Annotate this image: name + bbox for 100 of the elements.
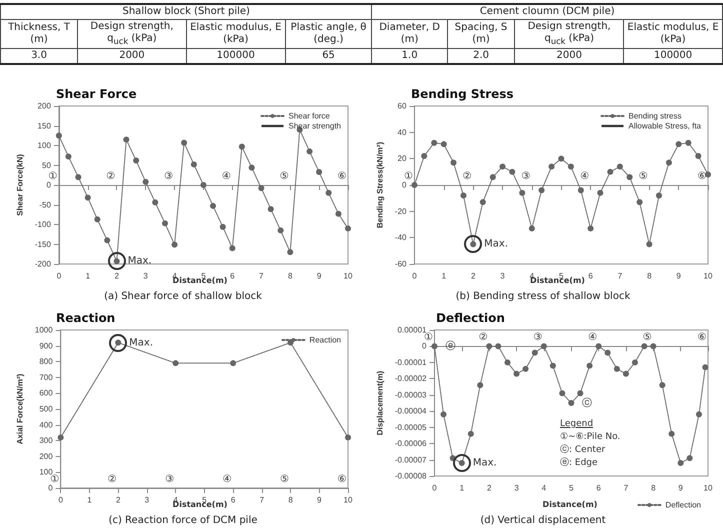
y-tick-label: -0.00001 — [394, 358, 428, 367]
point — [468, 430, 474, 437]
point — [695, 153, 702, 160]
legend-label: Reaction — [309, 336, 342, 344]
point — [678, 460, 684, 466]
point — [650, 343, 656, 350]
y-tick-label: 50 — [42, 160, 52, 170]
point — [540, 343, 547, 350]
point — [190, 161, 197, 168]
x-axis-title: Distance(m) — [542, 500, 598, 509]
y-tick-label: -0.00006 — [394, 439, 428, 448]
text: 1.0 — [372, 48, 448, 64]
point — [411, 182, 418, 188]
point — [75, 174, 82, 180]
text: (d) Vertical displacement — [479, 515, 607, 526]
point — [278, 227, 284, 234]
y-axis-title: Displacement(m) — [376, 370, 384, 436]
annotation: ③ — [164, 171, 174, 182]
annotation: ⑥ — [698, 332, 706, 344]
legend-label: Shear force — [288, 112, 330, 120]
x-tick-label: 9 — [316, 272, 322, 280]
annotation: ⑤ — [280, 171, 289, 182]
text: ① — [48, 171, 58, 182]
point — [586, 362, 593, 369]
point — [568, 164, 574, 170]
x-tick-label: 6 — [596, 484, 602, 492]
point — [514, 370, 520, 377]
point — [450, 160, 457, 166]
point — [532, 350, 538, 356]
x-tick-label: 1 — [87, 496, 92, 504]
point — [490, 174, 496, 180]
point — [345, 225, 351, 232]
chart-subtitle: Reaction — [56, 311, 116, 325]
point — [210, 202, 216, 209]
y-tick-label: 600 — [39, 388, 54, 398]
point — [84, 194, 91, 201]
annotation: ⑥ — [338, 171, 346, 182]
point — [230, 360, 236, 366]
x-tick-label: 1 — [86, 272, 91, 280]
annotation: ② — [108, 474, 117, 485]
y-tick-label: -0.00007 — [394, 455, 428, 464]
y-tick-label: -0.00002 — [394, 374, 428, 384]
point — [335, 210, 342, 217]
y-tick-label: -50 — [39, 200, 52, 210]
point — [666, 160, 672, 166]
y-tick-label: -0.00003 — [394, 390, 428, 400]
y-tick-label: -0.00004 — [394, 406, 428, 416]
x-tick-label: 6 — [230, 272, 236, 280]
annotation: ①~⑥:Pile No. — [560, 431, 620, 444]
text: 2000 — [514, 48, 624, 64]
point — [604, 350, 611, 356]
point — [152, 199, 158, 206]
point — [172, 242, 178, 248]
y-tick-label: 200 — [39, 452, 54, 461]
y-tick-label: 300 — [39, 436, 54, 446]
y-tick-label: 0 — [46, 180, 52, 190]
annotation: Max. — [472, 458, 497, 469]
y-tick-label: -20 — [394, 206, 408, 216]
text: 3.0 — [0, 48, 78, 64]
point — [94, 216, 100, 222]
point — [58, 434, 64, 440]
annotation: ⓒ: Center — [560, 444, 606, 457]
point — [258, 185, 264, 192]
y-axis-title: Bending Stress(kN/m²) — [376, 142, 384, 228]
point — [460, 192, 466, 199]
point — [504, 359, 511, 366]
x-tick-label: 2 — [470, 272, 476, 280]
y-tick-label: 100 — [39, 468, 54, 477]
text: Shallow block (Short pile) — [0, 4, 372, 20]
point — [636, 199, 643, 206]
point — [577, 390, 584, 396]
y-tick-label: 20 — [398, 154, 408, 164]
x-tick-label: 3 — [500, 272, 506, 280]
x-tick-label: 0 — [432, 484, 438, 492]
text: Design strength, q$_{uck}$ (kPa) — [514, 20, 624, 48]
x-tick-label: 5 — [559, 272, 564, 280]
x-tick-label: 7 — [260, 496, 265, 504]
text: Elastic modulus, E (kPa) — [624, 20, 722, 48]
y-tick-label: 1000 — [34, 326, 54, 334]
point — [287, 249, 294, 256]
annotation: ⑤ — [638, 171, 648, 182]
point — [142, 178, 149, 185]
point — [123, 136, 130, 143]
point — [172, 360, 179, 366]
y-tick-label: 500 — [39, 404, 54, 414]
text: 65 — [285, 48, 372, 64]
text: ① — [424, 332, 433, 344]
x-tick-label: 8 — [647, 272, 652, 280]
annotation: ③ — [165, 474, 174, 485]
point — [326, 190, 332, 196]
point — [306, 148, 313, 154]
annotation: ② — [478, 332, 488, 344]
x-tick-label: 8 — [288, 272, 293, 280]
annotation: ② — [106, 171, 116, 182]
point — [431, 140, 438, 146]
point — [685, 140, 692, 146]
x-tick-label: 4 — [542, 484, 547, 492]
annotation: ④ — [588, 332, 598, 344]
x-tick-label: 8 — [651, 484, 656, 492]
point — [65, 154, 72, 160]
